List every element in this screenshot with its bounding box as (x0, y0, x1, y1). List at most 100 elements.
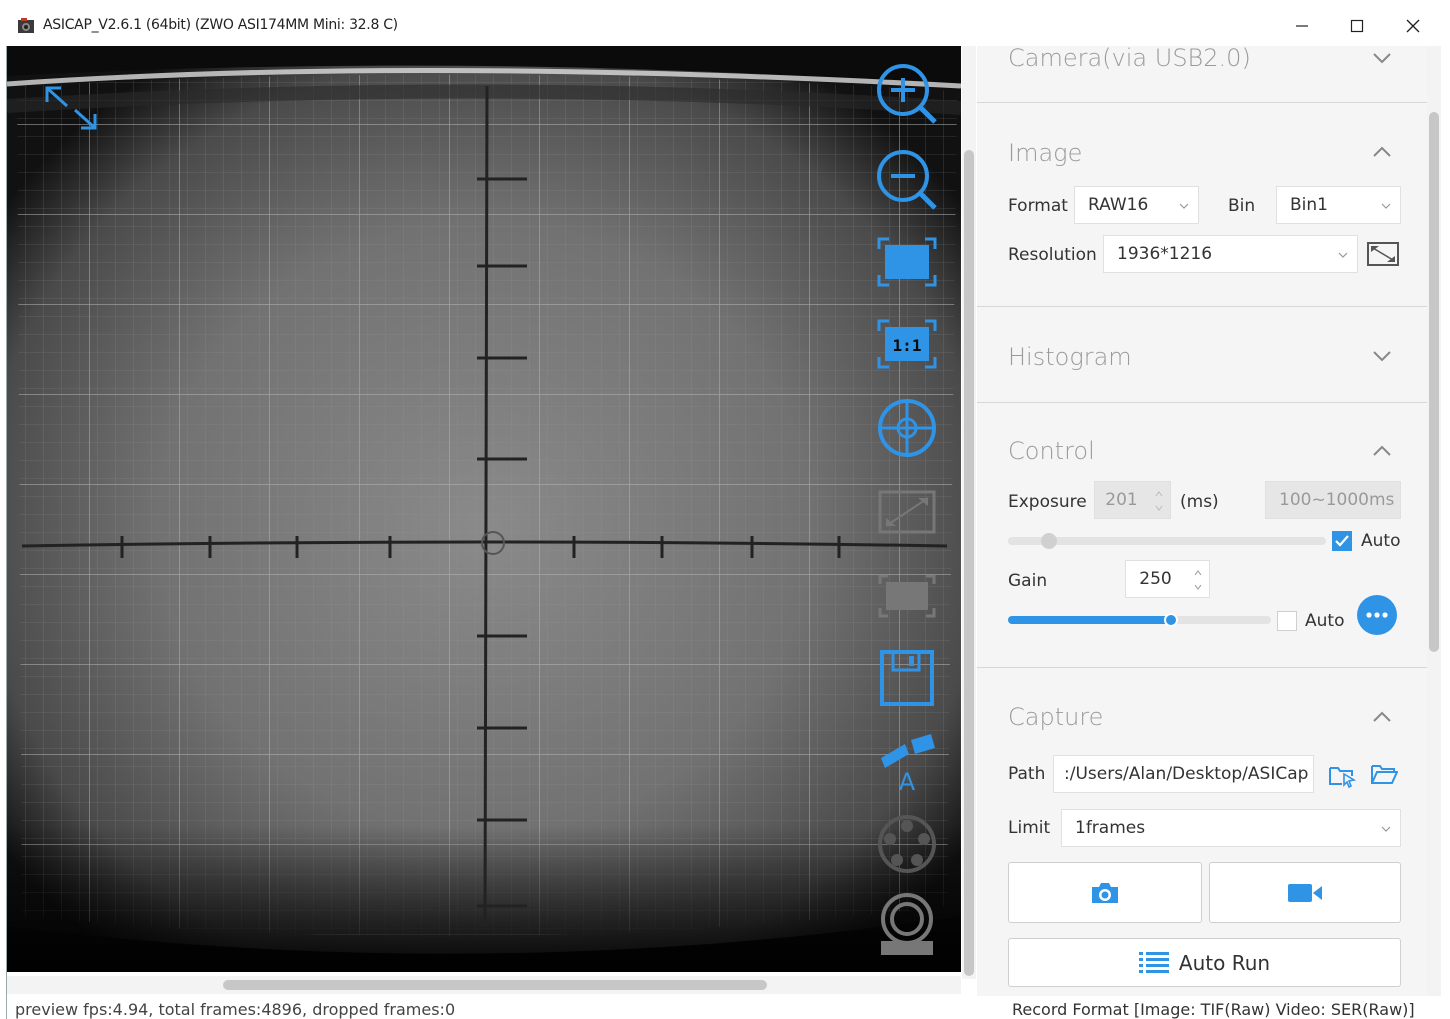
maximize-button[interactable] (1334, 8, 1380, 44)
chevron-down-icon[interactable] (1370, 46, 1394, 70)
crosshair-button[interactable] (875, 396, 939, 460)
actual-size-button[interactable]: 1:1 (875, 312, 939, 376)
auto-run-button[interactable]: Auto Run (1008, 938, 1401, 987)
chevron-down-icon (1338, 252, 1348, 258)
preview-vertical-scrollbar[interactable] (962, 46, 976, 979)
exposure-unit: (ms) (1180, 492, 1219, 512)
gain-auto-checkbox[interactable] (1277, 611, 1297, 631)
zoom-out-button[interactable] (875, 148, 939, 212)
bin-select[interactable]: Bin1 (1276, 186, 1401, 224)
filter-wheel-icon (878, 815, 936, 873)
telescope-icon: A (881, 734, 935, 792)
chevron-up-icon[interactable] (1370, 140, 1394, 164)
close-icon (1406, 19, 1420, 33)
svg-text:1:1: 1:1 (893, 336, 922, 355)
gain-label: Gain (1008, 571, 1048, 591)
panel-vertical-scrollbar[interactable] (1427, 46, 1441, 996)
path-value: :/Users/Alan/Desktop/ASICap (1064, 764, 1309, 784)
divider (977, 102, 1427, 103)
chevron-down-icon[interactable] (1370, 344, 1394, 368)
more-icon (1366, 612, 1388, 618)
resolution-select[interactable]: 1936*1216 (1103, 235, 1358, 273)
exposure-slider-thumb[interactable] (1041, 533, 1058, 549)
zoom-out-icon (877, 150, 937, 210)
limit-select[interactable]: 1frames (1061, 809, 1401, 847)
check-icon (1335, 535, 1349, 547)
open-folder-icon[interactable] (1370, 762, 1398, 786)
more-controls-button[interactable] (1357, 595, 1397, 635)
bin-label: Bin (1228, 196, 1256, 216)
settings-panel: Camera(via USB2.0) Image Format RAW16 Bi… (977, 44, 1427, 996)
title-bar: ASICAP_V2.6.1 (64bit) (ZWO ASI174MM Mini… (0, 0, 1450, 46)
save-icon (880, 650, 934, 706)
scroll-thumb[interactable] (964, 150, 974, 976)
focuser-button[interactable] (875, 892, 939, 956)
spin-arrows-icon (1155, 491, 1163, 511)
divider (977, 306, 1427, 307)
video-camera-icon (1288, 883, 1322, 902)
exposure-input[interactable]: 201 (1094, 481, 1171, 519)
exposure-label: Exposure (1008, 492, 1087, 512)
roi-select-icon (878, 490, 936, 534)
gain-auto-label: Auto (1305, 611, 1345, 631)
camera-preview[interactable]: 1:1 (7, 46, 961, 972)
actual-size-icon: 1:1 (877, 319, 937, 369)
histogram-section-title[interactable]: Histogram (1008, 343, 1132, 371)
save-button[interactable] (875, 646, 939, 710)
camera-section-title[interactable]: Camera(via USB2.0) (1008, 44, 1251, 72)
gain-input[interactable]: 250 (1125, 560, 1210, 598)
record-video-button[interactable] (1209, 862, 1401, 923)
fullscreen-toggle-icon[interactable] (41, 82, 101, 134)
exposure-auto-label: Auto (1361, 531, 1401, 551)
gain-slider-thumb[interactable] (1164, 613, 1179, 627)
minimize-icon (1296, 25, 1308, 27)
custom-resolution-icon[interactable] (1367, 242, 1399, 266)
path-input[interactable]: :/Users/Alan/Desktop/ASICap (1053, 755, 1314, 793)
scroll-thumb[interactable] (223, 980, 767, 990)
list-icon (1138, 951, 1169, 973)
select-folder-icon[interactable] (1328, 762, 1356, 788)
exposure-range-value: 100~1000ms (1279, 490, 1395, 510)
gain-slider[interactable] (1008, 613, 1271, 627)
chevron-down-icon (1381, 203, 1391, 209)
dark-frame-button[interactable] (875, 564, 939, 628)
exposure-auto-checkbox[interactable] (1332, 531, 1352, 551)
control-section-title[interactable]: Control (1008, 437, 1095, 465)
auto-run-label: Auto Run (1178, 950, 1271, 975)
zoom-in-icon (877, 64, 937, 124)
limit-label: Limit (1008, 818, 1051, 838)
format-value: RAW16 (1088, 195, 1149, 215)
image-section-title[interactable]: Image (1008, 139, 1083, 167)
telescope-button[interactable]: A (875, 730, 939, 794)
window-title: ASICAP_V2.6.1 (64bit) (ZWO ASI174MM Mini… (43, 17, 398, 33)
preview-horizontal-scrollbar[interactable] (7, 976, 961, 994)
format-label: Format (1008, 196, 1068, 216)
fit-window-icon (877, 237, 937, 287)
chevron-up-icon[interactable] (1370, 439, 1394, 463)
window-border (6, 46, 7, 1019)
scroll-thumb[interactable] (1429, 112, 1439, 652)
filter-wheel-button[interactable] (875, 812, 939, 876)
format-select[interactable]: RAW16 (1074, 186, 1199, 224)
minimize-button[interactable] (1279, 8, 1325, 44)
resolution-label: Resolution (1008, 245, 1097, 265)
exposure-range-select[interactable]: 100~1000ms (1265, 481, 1401, 519)
divider (977, 667, 1427, 668)
gain-slider-fill (1008, 616, 1172, 624)
zoom-in-button[interactable] (875, 62, 939, 126)
chevron-up-icon[interactable] (1370, 705, 1394, 729)
exposure-slider-fill (1008, 537, 1050, 545)
close-button[interactable] (1390, 8, 1436, 44)
limit-value: 1frames (1075, 818, 1146, 838)
resolution-value: 1936*1216 (1117, 244, 1213, 264)
capture-image-button[interactable] (1008, 862, 1202, 923)
capture-section-title[interactable]: Capture (1008, 703, 1104, 731)
camera-app-icon (18, 18, 34, 33)
exposure-slider[interactable] (1008, 533, 1326, 549)
crosshair-icon (878, 399, 936, 457)
camera-icon (1092, 882, 1118, 903)
spin-arrows-icon (1194, 570, 1202, 590)
roi-select-button[interactable] (875, 480, 939, 544)
fit-window-button[interactable] (875, 230, 939, 294)
maximize-icon (1350, 19, 1364, 33)
